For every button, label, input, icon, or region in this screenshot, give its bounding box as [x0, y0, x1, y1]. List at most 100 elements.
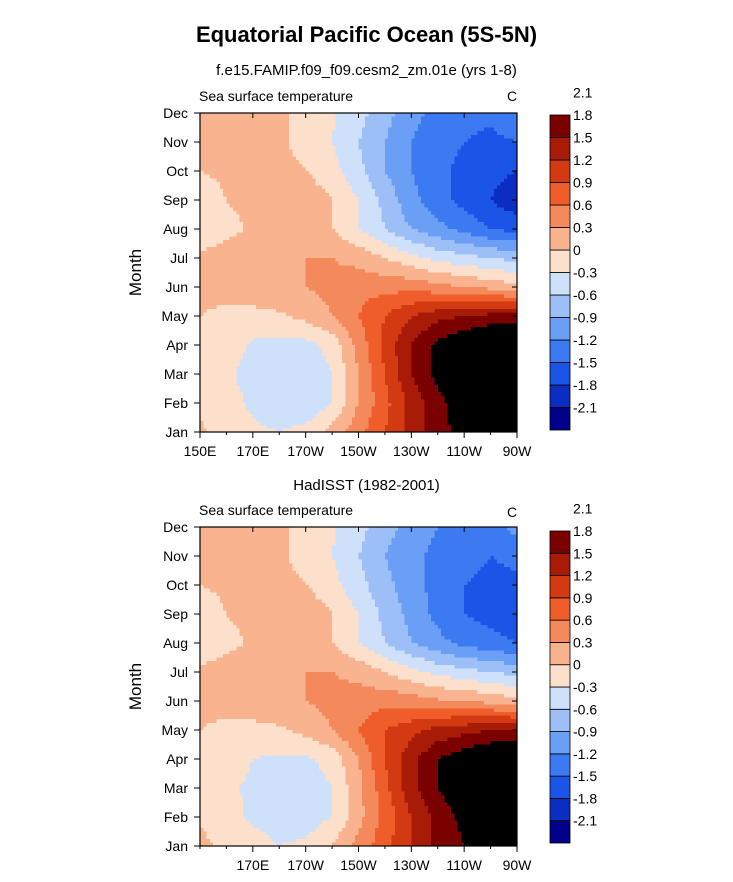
heatmap-cell — [246, 113, 251, 118]
heatmap-cell — [507, 181, 511, 187]
heatmap-cell — [441, 185, 445, 190]
heatmap-cell — [503, 163, 508, 168]
heatmap-cell — [483, 171, 488, 176]
heatmap-cell — [335, 160, 340, 165]
heatmap-cell — [279, 156, 284, 161]
heatmap-cell — [444, 214, 449, 219]
heatmap-cell — [351, 171, 356, 176]
heatmap-cell — [398, 192, 403, 197]
heatmap-cell — [341, 181, 346, 187]
heatmap-cell — [252, 123, 257, 129]
heatmap-cell — [325, 196, 330, 201]
heatmap-cell — [246, 127, 251, 132]
heatmap-cell — [272, 196, 277, 201]
heatmap-cell — [213, 218, 218, 223]
heatmap-cell — [305, 116, 310, 121]
heatmap-cell — [388, 196, 393, 201]
heatmap-cell — [348, 203, 353, 208]
heatmap-cell — [308, 189, 313, 194]
heatmap-cell — [434, 192, 439, 197]
heatmap-cell — [414, 160, 419, 165]
heatmap-cell — [239, 214, 244, 219]
heatmap-cell — [252, 142, 257, 147]
heatmap-cell — [474, 196, 478, 201]
heatmap-cell — [450, 210, 455, 216]
heatmap-cell — [388, 225, 393, 230]
heatmap-cell — [391, 131, 396, 136]
heatmap-cell — [358, 113, 363, 118]
heatmap-cell — [200, 145, 204, 150]
heatmap-cell — [322, 167, 327, 172]
heatmap-cell — [219, 152, 224, 158]
heatmap-cell — [434, 189, 439, 194]
heatmap-cell — [477, 178, 482, 183]
heatmap-cell — [454, 221, 459, 226]
heatmap-cell — [315, 127, 320, 132]
heatmap-cell — [464, 207, 469, 212]
heatmap-cell — [226, 142, 231, 147]
heatmap-cell — [408, 196, 412, 201]
heatmap-cell — [378, 185, 383, 190]
heatmap-cell — [335, 192, 340, 197]
heatmap-cell — [302, 218, 307, 223]
heatmap-cell — [434, 145, 439, 150]
heatmap-cell — [427, 171, 432, 176]
heatmap-cell — [279, 138, 284, 143]
heatmap-cell — [493, 120, 498, 125]
heatmap-cell — [513, 142, 518, 147]
heatmap-cell — [292, 218, 297, 223]
heatmap-cell — [497, 189, 502, 194]
heatmap-cell — [487, 156, 492, 161]
heatmap-cell — [384, 152, 389, 158]
heatmap-cell — [470, 196, 475, 201]
heatmap-cell — [262, 214, 267, 219]
heatmap-cell — [223, 203, 228, 208]
heatmap-cell — [454, 156, 459, 161]
heatmap-cell — [417, 145, 422, 150]
heatmap-cell — [477, 171, 482, 176]
heatmap-cell — [203, 127, 208, 132]
heatmap-cell — [256, 113, 261, 118]
heatmap-cell — [351, 214, 356, 219]
heatmap-cell — [483, 192, 488, 197]
heatmap-cell — [431, 174, 436, 179]
heatmap-cell — [308, 160, 313, 165]
heatmap-cell — [490, 156, 495, 161]
heatmap-cell — [341, 134, 346, 139]
heatmap-cell — [338, 120, 343, 125]
heatmap-cell — [408, 120, 412, 125]
heatmap-cell — [355, 167, 360, 172]
heatmap-cell — [295, 207, 300, 212]
heatmap-cell — [441, 181, 445, 187]
heatmap-cell — [500, 113, 505, 118]
heatmap-cell — [454, 203, 459, 208]
heatmap-cell — [368, 210, 373, 216]
heatmap-cell — [510, 138, 515, 143]
heatmap-cell — [318, 221, 323, 226]
heatmap-cell — [325, 171, 330, 176]
heatmap-cell — [275, 218, 280, 223]
heatmap-cell — [437, 171, 442, 176]
heatmap-cell — [411, 138, 416, 143]
heatmap-cell — [474, 181, 478, 187]
heatmap-cell — [470, 149, 475, 154]
panel-1-heatmap: JanFebMarAprMayJunJulAugSepOctNovDec150E… — [126, 85, 597, 460]
heatmap-cell — [483, 113, 488, 118]
heatmap-cell — [507, 152, 511, 158]
heatmap-cell — [266, 218, 270, 223]
heatmap-cell — [200, 149, 204, 154]
heatmap-cell — [401, 160, 406, 165]
heatmap-cell — [345, 156, 350, 161]
heatmap-cell — [487, 113, 492, 118]
heatmap-cell — [282, 203, 287, 208]
heatmap-cell — [315, 131, 320, 136]
heatmap-cell — [312, 163, 317, 168]
heatmap-cell — [335, 214, 340, 219]
heatmap-cell — [368, 156, 373, 161]
heatmap-cell — [282, 196, 287, 201]
heatmap-cell — [219, 113, 224, 118]
heatmap-cell — [308, 142, 313, 147]
heatmap-cell — [328, 207, 333, 212]
heatmap-cell — [242, 167, 247, 172]
heatmap-cell — [269, 127, 274, 132]
